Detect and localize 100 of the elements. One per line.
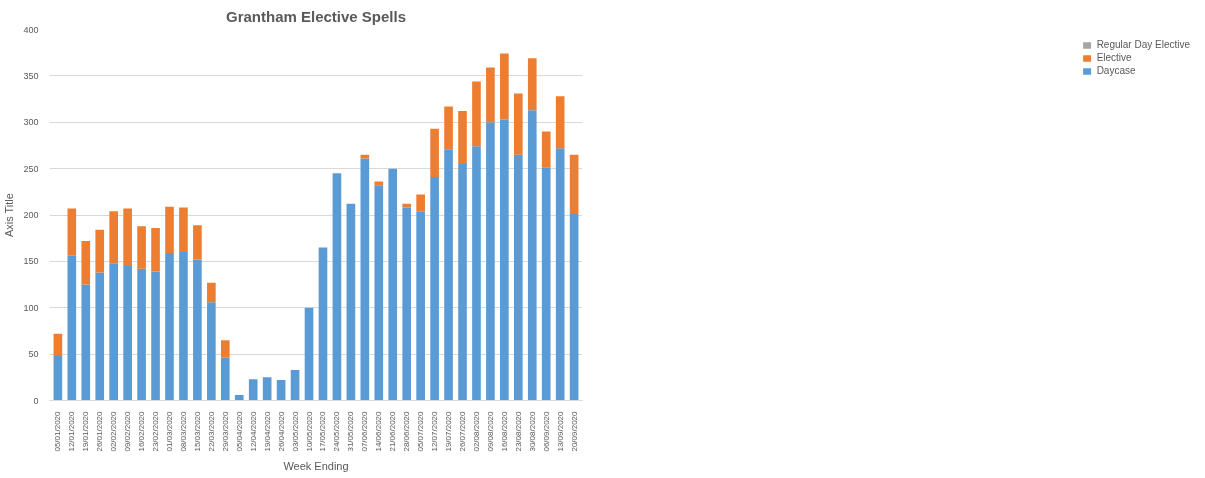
bar (137, 268, 146, 401)
bar (388, 168, 398, 401)
y-tick-label: 0 (33, 395, 39, 406)
x-tick-label: 28/06/2020 (402, 410, 412, 452)
x-tick-label: 30/08/2020 (527, 410, 537, 452)
bar (402, 207, 412, 401)
x-tick-label: 12/07/2020 (430, 410, 440, 452)
x-tick-label: 05/04/2020 (234, 410, 244, 452)
bar (486, 67, 495, 123)
bar (472, 146, 481, 401)
x-tick-label: 01/03/2020 (164, 410, 174, 452)
x-tick-label: 12/04/2020 (248, 410, 258, 452)
bar (193, 225, 202, 260)
x-tick-label: 31/05/2020 (346, 410, 356, 452)
legend-label: Daycase (1096, 65, 1136, 76)
bar (165, 253, 174, 401)
bar (486, 122, 495, 401)
x-tick-label: 09/02/2020 (123, 410, 133, 452)
x-tick-label: 08/03/2020 (178, 410, 188, 452)
x-tick-label: 26/01/2020 (95, 410, 105, 452)
bar (569, 154, 579, 215)
bar (527, 58, 537, 111)
y-axis-title: Axis Title (3, 193, 16, 238)
bar (220, 357, 230, 401)
bar (555, 96, 565, 149)
bar (193, 259, 202, 401)
x-tick-label: 22/03/2020 (206, 410, 216, 452)
bar (67, 255, 77, 401)
x-tick-label: 02/08/2020 (471, 410, 481, 452)
bar (500, 53, 509, 120)
bar (207, 302, 216, 401)
bar (123, 266, 132, 401)
x-tick-label: 21/06/2020 (388, 410, 398, 452)
bar (416, 211, 425, 401)
bar (541, 131, 551, 168)
y-tick-label: 400 (23, 24, 39, 35)
bar (81, 240, 91, 285)
bar (137, 226, 146, 269)
x-tick-label: 19/07/2020 (444, 410, 454, 452)
legend-label: Elective (1096, 52, 1132, 63)
bar (123, 208, 132, 267)
bar (374, 185, 384, 401)
bar (179, 207, 188, 253)
bar (234, 394, 244, 401)
bar (430, 128, 439, 177)
bar (513, 154, 523, 401)
x-tick-label: 19/01/2020 (81, 410, 91, 452)
x-tick-label: 23/08/2020 (513, 410, 523, 452)
bar (444, 106, 453, 150)
bar (179, 252, 188, 401)
bar (276, 380, 286, 401)
x-tick-label: 15/03/2020 (192, 410, 202, 452)
bar (53, 333, 63, 356)
bar (290, 369, 300, 401)
y-tick-label: 250 (23, 163, 39, 174)
y-tick-label: 350 (23, 70, 39, 81)
bar (444, 149, 453, 401)
x-tick-label: 05/01/2020 (53, 410, 63, 452)
x-tick-label: 05/07/2020 (416, 410, 426, 452)
bar (472, 81, 481, 147)
bar (53, 355, 63, 401)
x-tick-label: 02/02/2020 (109, 410, 119, 452)
bar (458, 163, 467, 401)
bar (304, 307, 314, 401)
bar (555, 148, 565, 401)
bar (95, 229, 105, 273)
x-tick-label: 23/02/2020 (151, 410, 161, 452)
y-tick-label: 100 (23, 302, 39, 313)
x-tick-label: 14/06/2020 (374, 410, 384, 452)
bar (402, 203, 412, 208)
x-tick-label: 16/02/2020 (137, 410, 147, 452)
x-tick-label: 06/09/2020 (541, 410, 551, 452)
bar (569, 214, 579, 401)
y-tick-label: 300 (23, 117, 39, 128)
bar (165, 206, 174, 254)
bar (262, 377, 272, 401)
bar (346, 203, 356, 401)
x-tick-label: 20/09/2020 (569, 410, 579, 452)
bar (109, 263, 119, 401)
x-tick-label: 10/05/2020 (304, 410, 314, 452)
x-tick-label: 17/05/2020 (318, 410, 328, 452)
bar (500, 119, 509, 401)
x-axis-title: Week Ending (283, 459, 349, 472)
x-tick-label: 26/04/2020 (276, 410, 286, 452)
bar (527, 110, 537, 401)
x-tick-label: 13/09/2020 (555, 410, 565, 452)
bar (541, 167, 551, 401)
bar (318, 247, 328, 401)
x-tick-label: 12/01/2020 (67, 410, 77, 452)
bar (67, 208, 77, 256)
x-tick-label: 24/05/2020 (332, 410, 342, 452)
x-tick-label: 19/04/2020 (262, 410, 272, 452)
y-tick-label: 150 (23, 256, 39, 267)
x-tick-label: 16/08/2020 (499, 410, 509, 452)
x-tick-label: 26/07/2020 (458, 410, 468, 452)
legend-label: Regular Day Elective (1096, 39, 1190, 50)
bar (513, 93, 523, 155)
bar (248, 379, 258, 401)
bar (416, 194, 425, 212)
x-tick-label: 29/03/2020 (220, 410, 230, 452)
